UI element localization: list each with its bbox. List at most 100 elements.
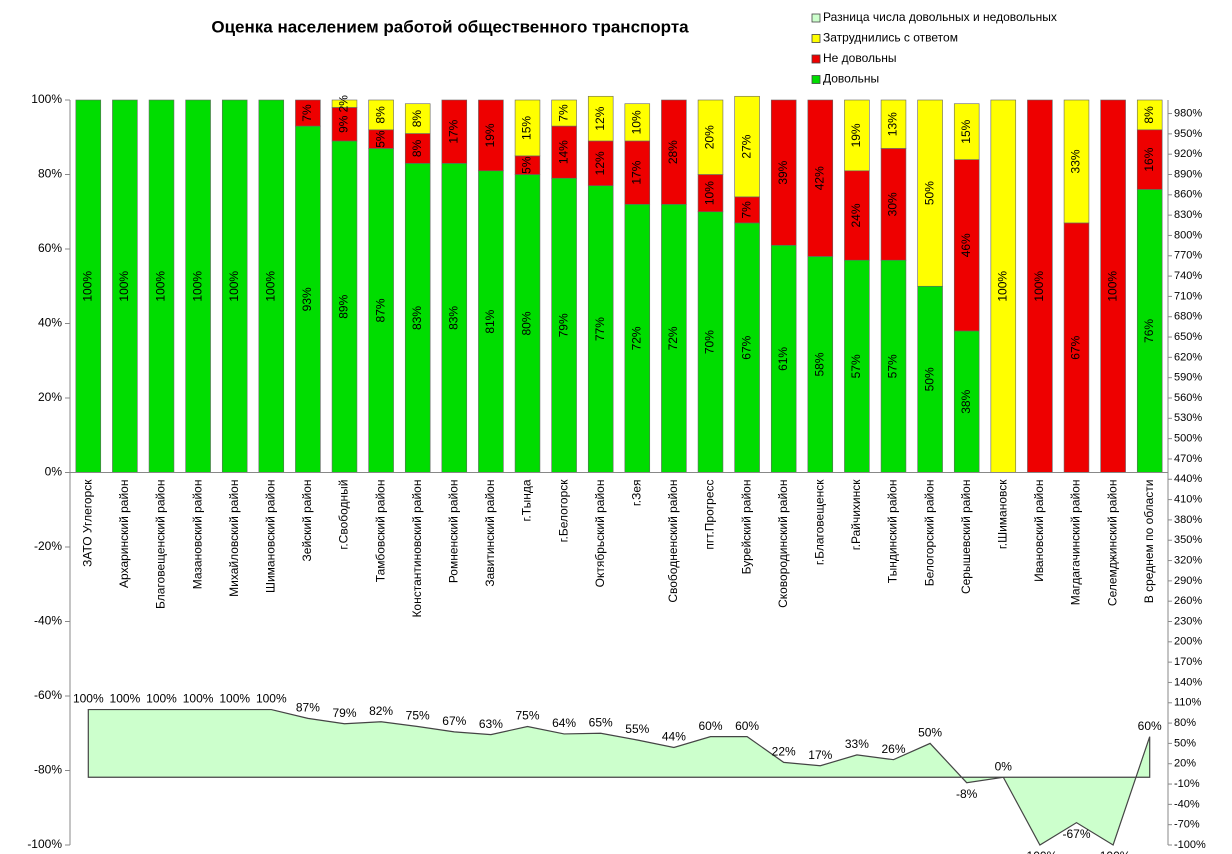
x-tick-label: Серышевский район: [959, 479, 973, 594]
bar-label: 17%: [446, 119, 460, 143]
area-label: -67%: [1062, 827, 1090, 841]
y2-tick-label: 500%: [1174, 433, 1202, 445]
bar-label: 8%: [410, 139, 424, 157]
bar-label: 7%: [556, 104, 570, 122]
x-tick-label: г.Свободный: [337, 480, 351, 550]
bar-segment: [1027, 99, 1053, 473]
area-label: 100%: [73, 692, 104, 706]
bar-segment: [1063, 222, 1090, 473]
bar-label: 89%: [337, 294, 351, 318]
bar-label: 100%: [1105, 271, 1119, 302]
bar-segment: [807, 99, 834, 257]
y2-tick-label: 440%: [1174, 473, 1202, 485]
area-label: -100%: [1023, 849, 1058, 854]
y2-tick-label: 800%: [1174, 229, 1202, 241]
bar-segment: [75, 99, 102, 473]
area-label: 87%: [296, 701, 320, 715]
area-label: 67%: [442, 714, 466, 728]
y-tick-label: -60%: [34, 688, 62, 702]
bar-segment: [551, 99, 577, 127]
bar-segment: [587, 185, 614, 473]
bar-segment: [624, 140, 651, 205]
x-tick-label: г.Райчихинск: [849, 479, 863, 551]
area-label: 75%: [515, 709, 539, 723]
bar-label: 50%: [922, 181, 936, 205]
bar-segment: [478, 99, 504, 172]
bar-label: 61%: [776, 347, 790, 371]
area-label: 26%: [881, 742, 905, 756]
x-tick-label: Белогорский район: [922, 480, 936, 587]
bar-segment: [441, 99, 468, 164]
bar-segment: [1136, 129, 1163, 190]
area-label: 65%: [589, 715, 613, 729]
y-tick-label: -80%: [34, 763, 62, 777]
bar-segment: [331, 140, 358, 473]
bar-label: 28%: [666, 140, 680, 164]
y2-tick-label: -70%: [1174, 819, 1200, 831]
y-tick-label: 20%: [38, 390, 62, 404]
area-label: 60%: [735, 719, 759, 733]
y2-tick-label: 770%: [1174, 250, 1202, 262]
bar-segment: [661, 204, 687, 473]
x-tick-label: Октябрьский район: [593, 480, 607, 588]
bar-label: 76%: [1142, 319, 1156, 343]
bar-segment: [1063, 99, 1090, 224]
bar-segment: [514, 99, 541, 157]
y-tick-label: 0%: [45, 465, 63, 479]
y-tick-label: 60%: [38, 241, 62, 255]
bar-segment: [953, 159, 980, 332]
bar-label: 33%: [1069, 149, 1083, 173]
bar-segment: [844, 99, 870, 172]
chart-title: Оценка населением работой общественного …: [211, 17, 689, 36]
bar-segment: [112, 99, 138, 473]
bar-label: 100%: [80, 271, 94, 302]
area-label: 75%: [406, 709, 430, 723]
bar-segment: [770, 244, 797, 473]
legend-label: Разница числа довольных и недовольных: [823, 10, 1057, 24]
bar-label: 70%: [703, 330, 717, 354]
y2-tick-label: 200%: [1174, 636, 1202, 648]
y2-tick-label: 80%: [1174, 717, 1196, 729]
x-tick-label: Ромненский район: [446, 480, 460, 584]
y-tick-label: -100%: [27, 837, 62, 851]
area-label: 100%: [110, 692, 141, 706]
y2-tick-label: 680%: [1174, 311, 1202, 323]
area-label: 60%: [1138, 719, 1162, 733]
bar-segment: [551, 177, 577, 473]
x-tick-label: Бурейский район: [739, 480, 753, 575]
bar-segment: [697, 211, 724, 473]
bar-label: 27%: [739, 134, 753, 158]
bar-label: 15%: [520, 116, 534, 140]
y2-tick-label: 230%: [1174, 615, 1202, 627]
y2-tick-label: 260%: [1174, 595, 1202, 607]
legend-swatch: [811, 34, 821, 43]
x-tick-label: Тындинский район: [886, 480, 900, 584]
bar-segment: [368, 148, 394, 473]
y2-tick-label: 740%: [1174, 270, 1202, 282]
bar-segment: [880, 259, 907, 473]
bar-segment: [990, 99, 1017, 473]
y-tick-label: 40%: [38, 316, 62, 330]
bar-label: 5%: [520, 156, 534, 174]
bar-label: 100%: [190, 271, 204, 302]
bar-label: 13%: [886, 112, 900, 136]
bar-segment: [404, 163, 431, 473]
bar-label: 67%: [739, 335, 753, 359]
bar-label: 15%: [959, 119, 973, 143]
y2-tick-label: 650%: [1174, 331, 1202, 343]
x-tick-label: Завитинский район: [483, 480, 497, 587]
bar-label: 19%: [849, 123, 863, 147]
bar-label: 50%: [922, 367, 936, 391]
area-label: 100%: [146, 692, 177, 706]
bar-label: 10%: [703, 181, 717, 205]
area-label: 55%: [625, 722, 649, 736]
area-label: 100%: [183, 692, 214, 706]
legend-label: Не довольны: [823, 51, 897, 65]
area-label: -100%: [1096, 849, 1131, 854]
bar-segment: [697, 174, 724, 213]
bar-label: 100%: [995, 271, 1009, 302]
y2-tick-label: 380%: [1174, 514, 1202, 526]
bar-label: 83%: [446, 306, 460, 330]
bar-segment: [587, 95, 614, 142]
x-tick-label: г.Благовещенск: [812, 479, 826, 565]
